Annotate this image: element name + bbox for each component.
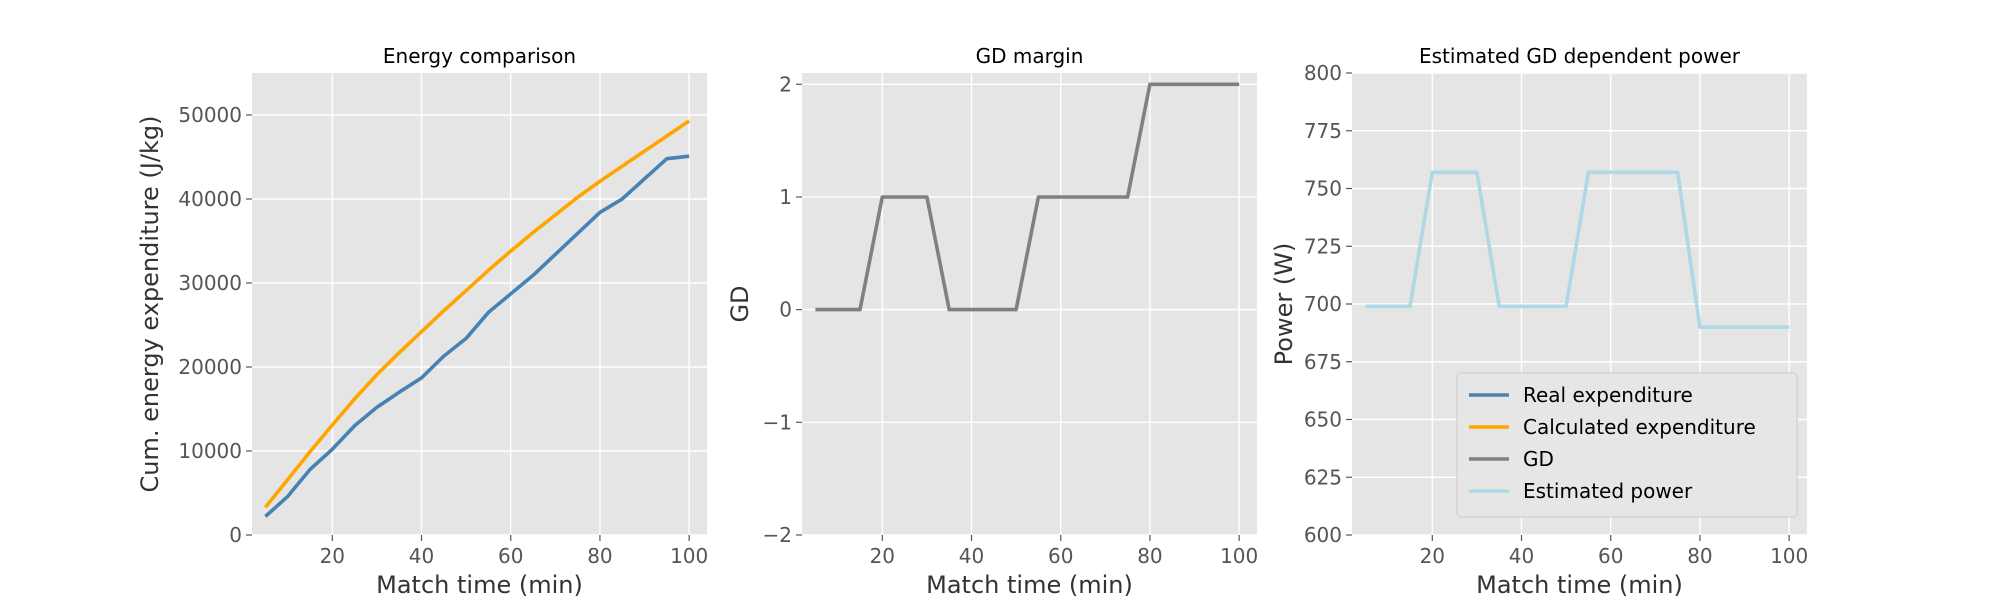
y-tick-label: 1 — [779, 185, 792, 209]
series-line-gd — [815, 82, 1240, 312]
x-axis-label: Match time (min) — [376, 571, 583, 599]
y-tick-label: 0 — [229, 523, 242, 547]
y-tick-label: 20000 — [178, 355, 242, 379]
y-tick-label: 0 — [779, 298, 792, 322]
legend-label: Estimated power — [1523, 479, 1693, 503]
series-line-calculated-expenditure — [263, 119, 691, 509]
x-tick-label: 40 — [959, 544, 984, 568]
y-axis-label: Power (W) — [1270, 243, 1298, 366]
panel-2: 20 40 60 80 100 −2 −1 0 1 2 GD margin Match time (m… — [726, 44, 1258, 599]
x-tick-label: 80 — [1137, 544, 1162, 568]
y-tick-label: −2 — [763, 523, 792, 547]
x-tick-label: 40 — [409, 544, 434, 568]
x-tick-label: 20 — [1420, 544, 1445, 568]
legend-label: GD — [1523, 447, 1554, 471]
y-tick-label: 700 — [1304, 292, 1342, 316]
chart-title: Energy comparison — [383, 44, 576, 68]
y-tick-label: 750 — [1304, 177, 1342, 201]
x-axis-label: Match time (min) — [1476, 571, 1683, 599]
plot-area — [802, 73, 1257, 535]
y-tick-label: 650 — [1304, 408, 1342, 432]
x-tick-label: 100 — [670, 544, 708, 568]
x-tick-label: 80 — [1687, 544, 1712, 568]
y-tick-label: 600 — [1304, 523, 1342, 547]
y-tick-label: 625 — [1304, 465, 1342, 489]
y-tick-label: −1 — [763, 410, 792, 434]
x-tick-label: 60 — [1598, 544, 1623, 568]
chart-title: Estimated GD dependent power — [1419, 44, 1741, 68]
x-tick-label: 100 — [1220, 544, 1258, 568]
y-tick-label: 800 — [1304, 61, 1342, 85]
x-tick-label: 80 — [587, 544, 612, 568]
y-tick-label: 2 — [779, 72, 792, 96]
x-tick-label: 100 — [1770, 544, 1808, 568]
y-tick-label: 725 — [1304, 234, 1342, 258]
y-tick-label: 775 — [1304, 119, 1342, 143]
y-tick-label: 50000 — [178, 103, 242, 127]
x-tick-label: 60 — [498, 544, 523, 568]
x-tick-label: 20 — [870, 544, 895, 568]
legend-label: Real expenditure — [1523, 383, 1693, 407]
y-axis-label: GD — [726, 285, 754, 322]
panel-1: 20 40 60 80 100 0 10000 20000 30000 40000 50000 Ene… — [136, 44, 708, 599]
y-tick-label: 40000 — [178, 187, 242, 211]
series-line-real-expenditure — [264, 154, 690, 518]
y-tick-label: 675 — [1304, 350, 1342, 374]
legend-label: Calculated expenditure — [1523, 415, 1756, 439]
legend: Real expenditure Calculated expenditure GD… — [1456, 372, 1798, 518]
plot-area — [252, 73, 707, 535]
x-axis-label: Match time (min) — [926, 571, 1133, 599]
x-tick-label: 60 — [1048, 544, 1073, 568]
series-line-estimated-power — [1365, 170, 1790, 329]
x-tick-label: 40 — [1509, 544, 1534, 568]
chart-title: GD margin — [976, 44, 1084, 68]
legend-box — [1456, 372, 1798, 518]
y-tick-label: 30000 — [178, 271, 242, 295]
x-tick-label: 20 — [320, 544, 345, 568]
y-axis-label: Cum. energy expenditure (J/kg) — [136, 116, 164, 493]
y-tick-label: 10000 — [178, 439, 242, 463]
